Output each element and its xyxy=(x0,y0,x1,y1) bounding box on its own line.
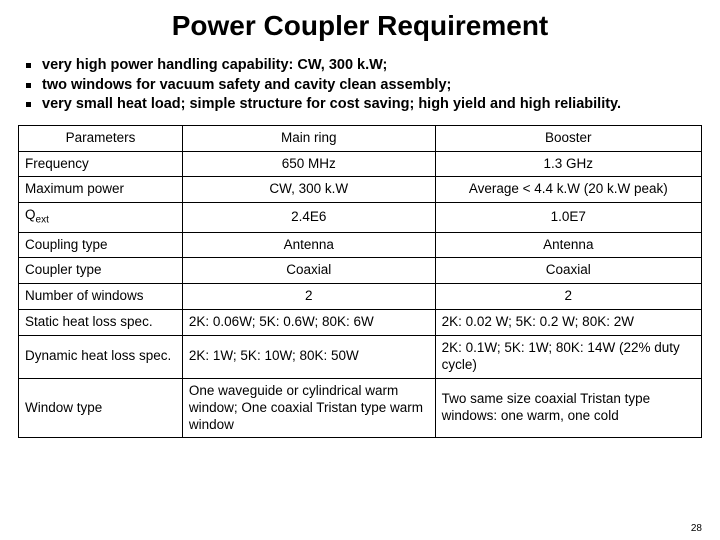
table-row: Static heat loss spec. 2K: 0.06W; 5K: 0.… xyxy=(19,310,702,336)
value-cell: 2 xyxy=(435,284,701,310)
param-cell: Window type xyxy=(19,378,183,438)
col-header-parameters: Parameters xyxy=(19,125,183,151)
value-cell: Antenna xyxy=(182,232,435,258)
value-cell: 2 xyxy=(182,284,435,310)
slide-title: Power Coupler Requirement xyxy=(18,10,702,42)
param-cell: Frequency xyxy=(19,151,183,177)
param-cell: Number of windows xyxy=(19,284,183,310)
table-row: Dynamic heat loss spec. 2K: 1W; 5K: 10W;… xyxy=(19,336,702,379)
value-cell: 2K: 0.02 W; 5K: 0.2 W; 80K: 2W xyxy=(435,310,701,336)
param-cell-qext: Qext xyxy=(19,203,183,232)
param-cell: Coupler type xyxy=(19,258,183,284)
param-cell: Dynamic heat loss spec. xyxy=(19,336,183,379)
bullet-item: two windows for vacuum safety and cavity… xyxy=(24,76,702,96)
bullet-item: very small heat load; simple structure f… xyxy=(24,95,702,115)
param-cell: Maximum power xyxy=(19,177,183,203)
value-cell: Two same size coaxial Tristan type windo… xyxy=(435,378,701,438)
table-header-row: Parameters Main ring Booster xyxy=(19,125,702,151)
value-cell: 650 MHz xyxy=(182,151,435,177)
table-row: Frequency 650 MHz 1.3 GHz xyxy=(19,151,702,177)
table-row: Qext 2.4E6 1.0E7 xyxy=(19,203,702,232)
table-row: Coupling type Antenna Antenna xyxy=(19,232,702,258)
value-cell: 1.0E7 xyxy=(435,203,701,232)
table-row: Maximum power CW, 300 k.W Average < 4.4 … xyxy=(19,177,702,203)
col-header-main-ring: Main ring xyxy=(182,125,435,151)
value-cell: Coaxial xyxy=(182,258,435,284)
table-row: Window type One waveguide or cylindrical… xyxy=(19,378,702,438)
value-cell: 2K: 0.1W; 5K: 1W; 80K: 14W (22% duty cyc… xyxy=(435,336,701,379)
value-cell: 2K: 1W; 5K: 10W; 80K: 50W xyxy=(182,336,435,379)
value-cell: 2.4E6 xyxy=(182,203,435,232)
bullet-list: very high power handling capability: CW,… xyxy=(24,56,702,115)
col-header-booster: Booster xyxy=(435,125,701,151)
value-cell: Coaxial xyxy=(435,258,701,284)
value-cell: Average < 4.4 k.W (20 k.W peak) xyxy=(435,177,701,203)
parameters-table: Parameters Main ring Booster Frequency 6… xyxy=(18,125,702,439)
table-row: Coupler type Coaxial Coaxial xyxy=(19,258,702,284)
value-cell: CW, 300 k.W xyxy=(182,177,435,203)
param-cell: Static heat loss spec. xyxy=(19,310,183,336)
param-cell: Coupling type xyxy=(19,232,183,258)
value-cell: 1.3 GHz xyxy=(435,151,701,177)
value-cell: Antenna xyxy=(435,232,701,258)
table-row: Number of windows 2 2 xyxy=(19,284,702,310)
bullet-item: very high power handling capability: CW,… xyxy=(24,56,702,76)
value-cell: 2K: 0.06W; 5K: 0.6W; 80K: 6W xyxy=(182,310,435,336)
page-number: 28 xyxy=(691,523,702,534)
value-cell: One waveguide or cylindrical warm window… xyxy=(182,378,435,438)
